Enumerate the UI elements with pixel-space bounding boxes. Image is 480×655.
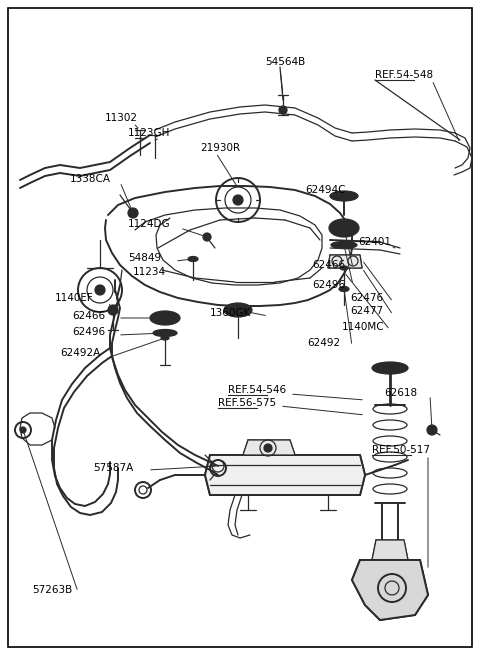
Text: REF.56-575: REF.56-575 <box>218 398 276 408</box>
Text: 11302: 11302 <box>105 113 138 123</box>
Text: 62476: 62476 <box>350 293 383 303</box>
Text: REF.54-546: REF.54-546 <box>228 385 286 395</box>
Ellipse shape <box>337 193 351 199</box>
Text: 57263B: 57263B <box>32 585 72 595</box>
Text: 62494C: 62494C <box>305 185 346 195</box>
Ellipse shape <box>372 362 408 374</box>
Ellipse shape <box>161 336 169 340</box>
Polygon shape <box>372 540 408 560</box>
Text: 11234: 11234 <box>133 267 166 277</box>
Text: 62477: 62477 <box>350 306 383 316</box>
Ellipse shape <box>329 219 359 237</box>
Text: 62496: 62496 <box>312 280 345 290</box>
Text: 1338CA: 1338CA <box>70 174 111 184</box>
Text: 57587A: 57587A <box>93 463 133 473</box>
Polygon shape <box>243 440 295 455</box>
Ellipse shape <box>150 311 180 325</box>
Circle shape <box>95 285 105 295</box>
Text: 62401: 62401 <box>358 237 391 247</box>
Ellipse shape <box>340 266 348 270</box>
Ellipse shape <box>231 307 245 314</box>
Text: 62492: 62492 <box>307 338 340 348</box>
Circle shape <box>233 195 243 205</box>
Text: 62492A: 62492A <box>60 348 100 358</box>
Circle shape <box>279 106 287 114</box>
Ellipse shape <box>336 223 352 233</box>
Ellipse shape <box>331 242 357 248</box>
Text: 62618: 62618 <box>384 388 417 398</box>
Ellipse shape <box>339 286 349 291</box>
Polygon shape <box>205 455 365 495</box>
Circle shape <box>20 427 26 433</box>
Ellipse shape <box>153 329 177 337</box>
Circle shape <box>427 425 437 435</box>
Text: 1123GH: 1123GH <box>128 128 170 138</box>
Text: 62466: 62466 <box>312 260 345 270</box>
Text: 21930R: 21930R <box>200 143 240 153</box>
Circle shape <box>128 208 138 218</box>
Circle shape <box>264 444 272 452</box>
Circle shape <box>203 233 211 241</box>
Circle shape <box>108 305 118 315</box>
Ellipse shape <box>188 257 198 261</box>
Text: 54564B: 54564B <box>265 57 305 67</box>
Text: 1140MC: 1140MC <box>342 322 384 332</box>
Ellipse shape <box>330 191 358 201</box>
Polygon shape <box>328 255 362 268</box>
Text: 1124DG: 1124DG <box>128 219 170 229</box>
Text: 62466: 62466 <box>72 311 105 321</box>
Text: 1360GK: 1360GK <box>210 308 251 318</box>
Text: REF.54-548: REF.54-548 <box>375 70 433 80</box>
Ellipse shape <box>157 314 173 322</box>
Text: 62496: 62496 <box>72 327 105 337</box>
Polygon shape <box>352 560 428 620</box>
Text: 54849: 54849 <box>128 253 161 263</box>
Ellipse shape <box>224 303 252 317</box>
Text: REF.50-517: REF.50-517 <box>372 445 430 455</box>
Text: 1140EF: 1140EF <box>55 293 94 303</box>
